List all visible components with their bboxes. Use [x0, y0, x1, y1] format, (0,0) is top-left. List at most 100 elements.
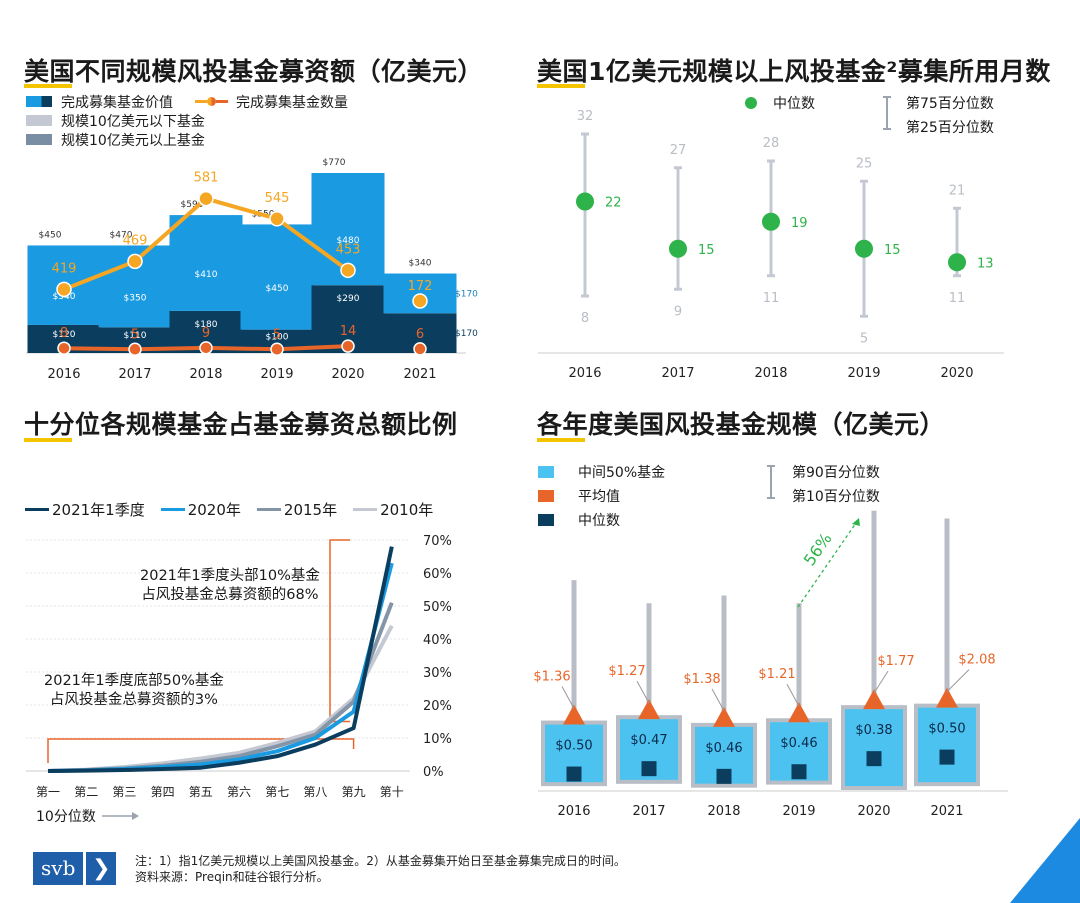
bar-large-label: $110: [124, 331, 147, 341]
x-tick-label: 第五: [189, 785, 213, 799]
x-tick-label: 第十: [380, 785, 404, 799]
count-point-small: [56, 281, 72, 298]
chart4-legend-range: 第90百分位数 第10百分位数: [764, 460, 880, 508]
median-dot-icon: [745, 96, 757, 109]
annotation-line: 占风投基金总募资额的68%: [141, 587, 319, 603]
range-bar-icon: [767, 465, 775, 499]
mean-value-label: $1.77: [877, 654, 914, 669]
legend-line-swatch: [160, 508, 185, 511]
chart2-legend: 中位数: [745, 93, 815, 112]
legend-label: 2021年1季度: [52, 501, 145, 519]
legend-label: 平均值: [578, 489, 620, 505]
median-label: 19: [791, 216, 808, 231]
median-point: [948, 253, 966, 272]
decile-axis-title: 10分位数: [36, 806, 140, 826]
chart1-svg: $450 $340 $120 2016 $470 $350 $110 2017 $590 $410…: [26, 158, 478, 382]
x-tick-label: 2021: [403, 367, 436, 382]
bar-large-label: $170: [455, 329, 478, 339]
count-line-icon: [195, 97, 228, 106]
annotation-bottom50: 2021年1季度底部50%基金 占风投基金总募资额的3%: [44, 672, 224, 710]
count-point-large: [341, 339, 355, 353]
count-point-large: [57, 341, 71, 355]
logo-text: svb: [33, 852, 84, 885]
x-tick-label: 2018: [754, 366, 787, 381]
legend-label: 第10百分位数: [792, 489, 880, 505]
chart1-legend: 完成募集基金价值 完成募集基金数量 规模10亿美元以下基金 规模10亿美元以上基…: [26, 92, 348, 149]
x-tick-label: 第一: [36, 785, 60, 799]
legend-label: 中间50%基金: [578, 465, 666, 481]
corner-decoration: [1010, 818, 1080, 903]
bar-large-label: $180: [195, 320, 218, 330]
range-bar-icon: [883, 96, 891, 130]
bar-large-label: $290: [337, 294, 360, 304]
arrow-right-icon: [101, 812, 139, 820]
legend-line-swatch: [353, 508, 378, 511]
p25-label: 11: [949, 291, 966, 306]
legend-line-swatch: [256, 508, 281, 511]
legend-label: 中位数: [578, 513, 620, 529]
y-tick-label: 30%: [423, 666, 452, 681]
mean-value-label: $2.08: [958, 653, 995, 668]
x-tick-label: 2020: [331, 367, 364, 382]
median-value-label: $0.50: [555, 739, 592, 754]
p25-label: 8: [581, 311, 589, 326]
x-tick-label: 2020: [940, 366, 973, 381]
bar-total-label: $470: [110, 230, 133, 240]
count-label-small: 545: [265, 191, 290, 206]
mid50-box: [914, 703, 980, 787]
count-point-small: [412, 293, 428, 309]
y-tick-label: 0%: [423, 765, 444, 780]
bar-small-fund: [240, 224, 314, 330]
x-tick-label: 2016: [568, 366, 601, 381]
x-tick-label: 第四: [151, 785, 175, 799]
mean-leader: [946, 669, 970, 692]
median-value-label: $0.38: [855, 723, 892, 738]
count-label-large: 6: [416, 327, 424, 342]
growth-arrow: [797, 522, 857, 608]
legend-label: 第90百分位数: [792, 465, 880, 481]
footer-notes: 注：1）指1亿美元规模以上美国风投基金。2）从基金募集开始日至基金募集完成日的时…: [135, 853, 626, 885]
x-tick-label: 第六: [227, 785, 251, 799]
source-note: 资料来源：Preqin和硅谷银行分析。: [135, 870, 329, 884]
chart4-legend: 中间50%基金 平均值 中位数: [538, 460, 665, 532]
x-tick-label: 2017: [661, 366, 694, 381]
count-label-large: 8: [60, 326, 68, 341]
x-tick-label: 2020: [857, 804, 890, 819]
count-point-small: [198, 190, 214, 207]
x-tick-label: 2016: [47, 367, 80, 382]
legend-label: 完成募集基金价值: [61, 94, 173, 111]
bracket-top10: [329, 539, 350, 723]
median-value-label: $0.46: [705, 741, 742, 756]
bar-total-label: $770: [323, 158, 346, 168]
y-tick-label: 70%: [423, 534, 452, 549]
mean-value-label: $1.38: [683, 672, 720, 687]
arrow-head-icon: [852, 518, 860, 526]
legend-label: 2010年: [380, 501, 434, 519]
median-value-label: $0.46: [780, 736, 817, 751]
bar-small-label: $340: [53, 292, 76, 302]
median-marker: [641, 761, 657, 777]
mean-leader: [636, 680, 650, 704]
x-tick-label: 2018: [189, 367, 222, 382]
y-tick-label: 40%: [423, 633, 452, 648]
y-tick-label: 60%: [423, 567, 452, 582]
legend-label: 第25百分位数: [906, 119, 994, 136]
bar-small-fund: [169, 215, 243, 311]
svb-logo: svb ❯: [33, 852, 117, 885]
mid50-box: [691, 722, 757, 788]
legend-swatch: [26, 96, 52, 107]
legend-line-swatch: [25, 508, 49, 511]
count-label-large: 9: [202, 326, 210, 341]
bracket-bottom50: [47, 738, 355, 763]
count-point-large: [199, 341, 213, 355]
growth-label: 56%: [800, 529, 836, 569]
count-point-small: [127, 253, 143, 270]
x-tick-label: 2017: [632, 804, 665, 819]
bar-small-label: $170: [455, 289, 478, 299]
annotation-top10: 2021年1季度头部10%基金 占风投基金总募资额的68%: [140, 567, 320, 605]
median-label: 13: [977, 256, 994, 271]
mid50-box: [841, 705, 907, 790]
mean-leader: [711, 688, 725, 712]
bar-small-label: $350: [124, 293, 147, 303]
p25-label: 11: [763, 291, 780, 306]
